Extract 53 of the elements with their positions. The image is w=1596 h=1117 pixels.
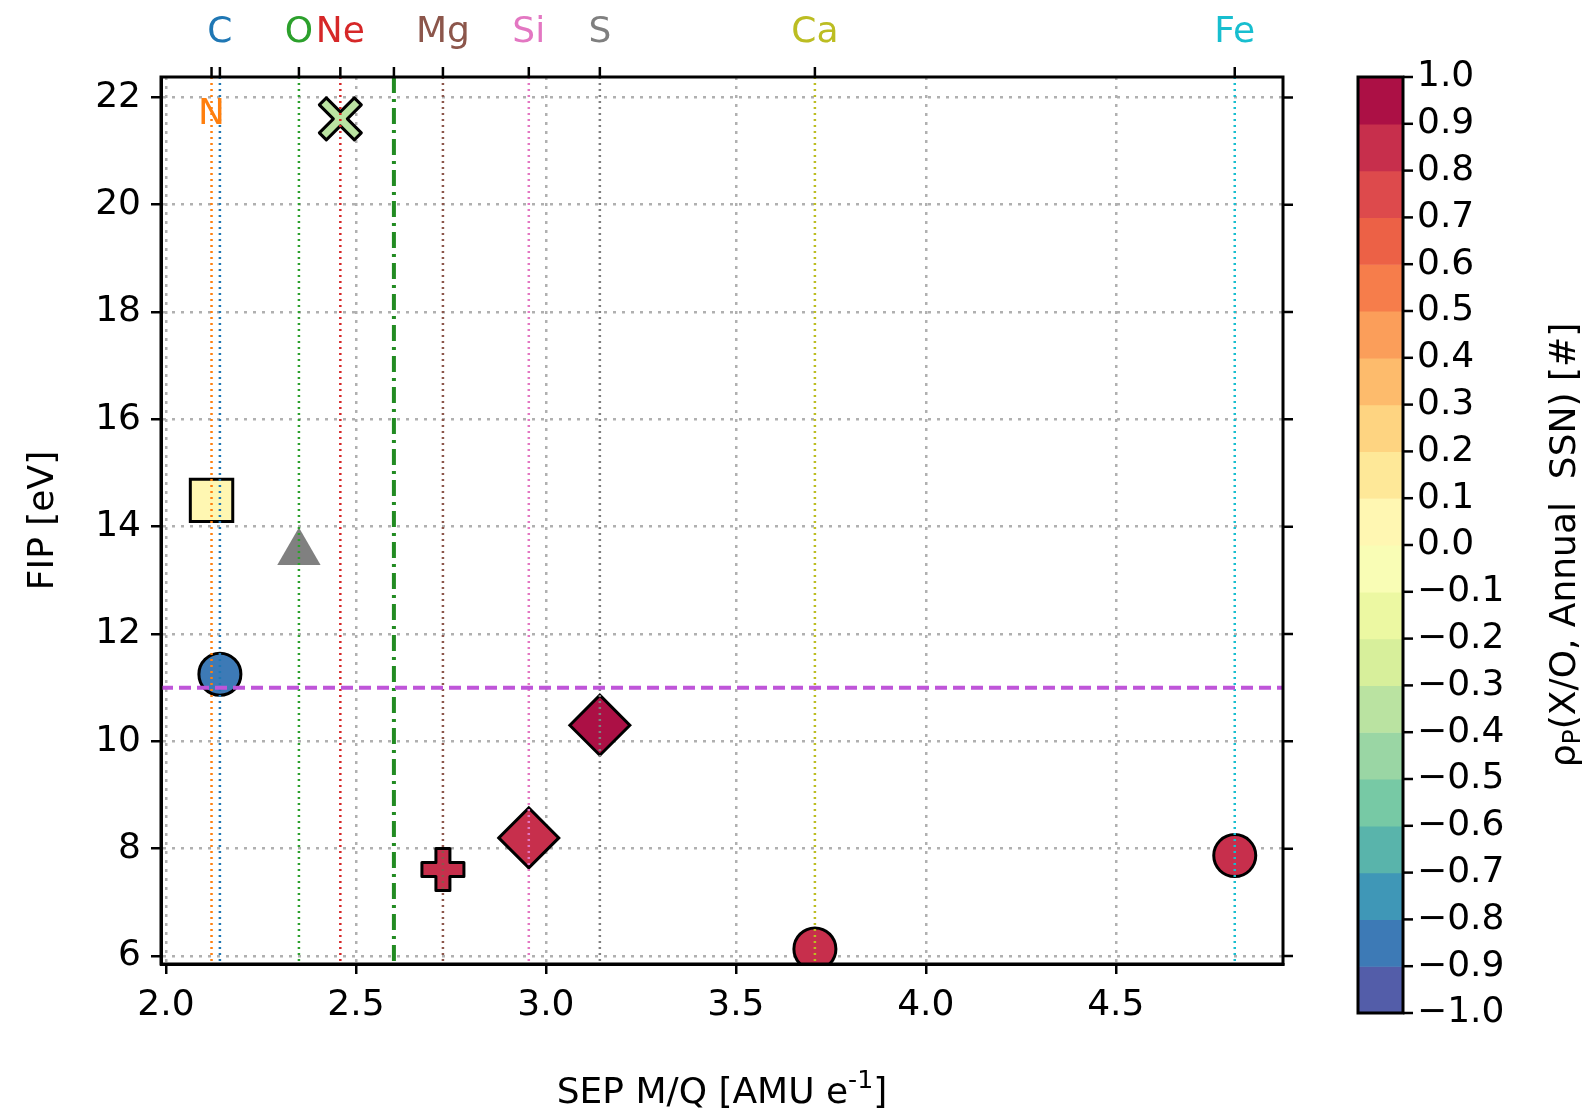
color-bar-label: −0.7 bbox=[1417, 848, 1505, 890]
y-tick-label: 10 bbox=[95, 717, 141, 759]
y-tick-label: 20 bbox=[95, 181, 141, 223]
color-bar-label: −0.4 bbox=[1417, 708, 1505, 750]
ref-line-label: Ca bbox=[791, 9, 839, 51]
y-tick-label: 8 bbox=[118, 824, 141, 866]
color-bar-label: −0.9 bbox=[1417, 942, 1505, 984]
x-tick-label: 4.5 bbox=[1087, 981, 1145, 1023]
color-bar-label: −1.0 bbox=[1417, 989, 1505, 1031]
point bbox=[497, 806, 561, 870]
y-tick-label: 16 bbox=[95, 395, 141, 437]
point bbox=[1212, 833, 1258, 879]
y-tick-label: 6 bbox=[118, 932, 141, 974]
ref-line-label: N bbox=[198, 91, 225, 133]
x-tick-label: 4.0 bbox=[897, 981, 955, 1023]
color-bar-label: −0.3 bbox=[1417, 661, 1505, 703]
y-tick-label: 22 bbox=[95, 73, 141, 115]
x-tick-label: 2.0 bbox=[137, 981, 195, 1023]
color-bar-label: 0.3 bbox=[1417, 380, 1475, 422]
ref-line-label: S bbox=[588, 9, 612, 51]
color-bar-label: −0.6 bbox=[1417, 802, 1505, 844]
x-tick-label: 3.5 bbox=[707, 981, 765, 1023]
color-bar-label: 0.1 bbox=[1417, 474, 1475, 516]
color-bar-title: ρP(X/O, Annual SSN) [#] bbox=[1542, 322, 1586, 768]
ref-line-label: C bbox=[207, 9, 233, 51]
color-bar-label: 0.4 bbox=[1417, 334, 1475, 376]
ref-line-label: Fe bbox=[1214, 9, 1256, 51]
x-tick-label: 3.0 bbox=[517, 981, 575, 1023]
color-bar-label: −0.1 bbox=[1417, 568, 1505, 610]
x-tick-label: 2.5 bbox=[327, 981, 385, 1023]
point bbox=[317, 96, 363, 142]
color-bar-label: 0.2 bbox=[1417, 427, 1475, 469]
point bbox=[420, 847, 466, 893]
color-bar-label: −0.5 bbox=[1417, 755, 1505, 797]
ref-line-label: Si bbox=[512, 9, 546, 51]
color-bar-label: 0.8 bbox=[1417, 146, 1475, 188]
y-tick-label: 14 bbox=[95, 503, 141, 545]
point bbox=[568, 693, 632, 757]
ref-line-label: Mg bbox=[415, 9, 470, 51]
point bbox=[188, 477, 235, 524]
color-bar-label: −0.2 bbox=[1417, 614, 1505, 656]
color-bar-label: −0.8 bbox=[1417, 895, 1505, 937]
color-bar-label: 0.6 bbox=[1417, 240, 1475, 282]
color-bar-label: 0.7 bbox=[1417, 193, 1475, 235]
ref-line-label: O bbox=[284, 9, 314, 51]
ref-line-label: Ne bbox=[315, 9, 365, 51]
y-tick-label: 18 bbox=[95, 288, 141, 330]
color-bar-label: 0.0 bbox=[1417, 521, 1475, 563]
y-tick-label: 12 bbox=[95, 610, 141, 652]
color-bar-label: 0.5 bbox=[1417, 287, 1475, 329]
y-axis-title: FIP [eV] bbox=[20, 450, 62, 591]
color-bar-label: 0.9 bbox=[1417, 100, 1475, 142]
color-bar-label: 1.0 bbox=[1417, 53, 1475, 95]
